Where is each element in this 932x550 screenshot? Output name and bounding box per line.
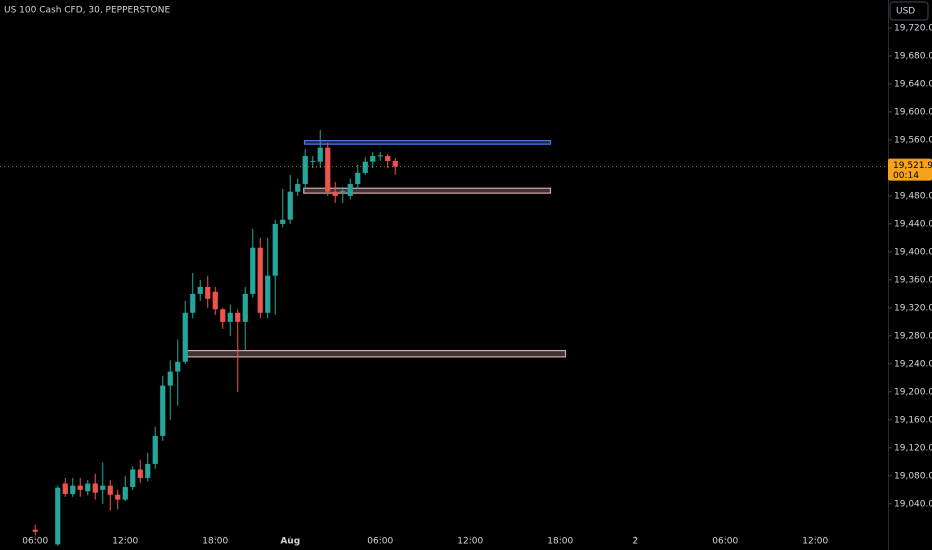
candle-body xyxy=(130,469,136,488)
x-tick-label: 18:00 xyxy=(547,537,573,547)
candle-body xyxy=(55,487,61,545)
candle-body xyxy=(287,191,293,220)
y-tick-label: 19,120.0 xyxy=(894,443,932,453)
chart-title: US 100 Cash CFD, 30, PEPPERSTONE xyxy=(4,6,170,16)
candle-body xyxy=(362,161,368,173)
candle-body xyxy=(392,160,398,167)
candle-body xyxy=(205,286,211,299)
candle-body xyxy=(257,247,263,313)
x-tick-label: 06:00 xyxy=(712,537,738,547)
y-tick-label: 19,240.0 xyxy=(894,359,932,369)
y-tick-label: 19,400.0 xyxy=(894,247,932,257)
x-tick-label: 06:00 xyxy=(367,537,393,547)
candle-body xyxy=(385,156,391,161)
candle-body xyxy=(272,223,278,276)
zone xyxy=(303,187,552,194)
candle-body xyxy=(32,529,38,532)
last-price-box xyxy=(888,158,932,181)
candle-body xyxy=(160,385,166,436)
zone xyxy=(303,140,552,145)
candle-body xyxy=(152,435,158,464)
y-tick-label: 19,640.0 xyxy=(894,79,932,89)
candle-body xyxy=(85,483,91,492)
y-tick-label: 19,560.0 xyxy=(894,135,932,145)
candle-body xyxy=(242,293,248,322)
candle-body xyxy=(197,286,203,294)
y-tick-label: 19,280.0 xyxy=(894,331,932,341)
candle-body xyxy=(280,219,286,224)
candle-body xyxy=(145,463,151,478)
candle-body xyxy=(310,160,316,162)
y-tick-label: 19,600.0 xyxy=(894,107,932,117)
candle-body xyxy=(235,312,241,322)
candle-body xyxy=(100,485,106,490)
y-tick-label: 19,320.0 xyxy=(894,303,932,313)
y-tick-label: 19,360.0 xyxy=(894,275,932,285)
y-tick-label: 19,040.0 xyxy=(894,499,932,509)
candle-body xyxy=(182,312,188,362)
x-tick-label: 18:00 xyxy=(202,537,228,547)
y-tick-label: 19,080.0 xyxy=(894,471,932,481)
candle-body xyxy=(250,247,256,294)
y-tick-label: 19,480.0 xyxy=(894,191,932,201)
candle-body xyxy=(70,485,76,495)
currency-label[interactable]: USD xyxy=(896,7,915,17)
candle-body xyxy=(265,275,271,313)
last-price-label: 19,521.9 xyxy=(893,161,932,171)
candle-body xyxy=(340,191,346,193)
candle-body xyxy=(212,291,218,310)
candle-body xyxy=(325,147,331,192)
candle-body xyxy=(317,147,323,162)
y-tick-label: 19,160.0 xyxy=(894,415,932,425)
candle-body xyxy=(347,184,353,196)
candle-body xyxy=(227,312,233,322)
countdown-label: 00:14 xyxy=(893,171,919,181)
y-tick-label: 19,200.0 xyxy=(894,387,932,397)
candle-body xyxy=(332,191,338,196)
x-tick-label: Aug xyxy=(280,537,300,547)
candle-body xyxy=(167,371,173,386)
candle-body xyxy=(220,309,226,322)
candle-body xyxy=(190,293,196,313)
x-tick-label: 12:00 xyxy=(112,537,138,547)
candle-body xyxy=(92,483,98,493)
candle-body xyxy=(370,156,376,162)
currency-button[interactable] xyxy=(889,1,929,21)
x-tick-label: 2 xyxy=(632,537,638,547)
y-tick-label: 19,440.0 xyxy=(894,219,932,229)
candle-body xyxy=(302,156,308,185)
candle-body xyxy=(107,485,113,495)
y-tick-label: 19,720.0 xyxy=(894,23,932,33)
candle-body xyxy=(377,155,383,157)
x-tick-label: 06:00 xyxy=(22,537,48,547)
zone xyxy=(185,349,567,358)
candle-body xyxy=(115,494,121,500)
candle-body xyxy=(122,487,128,500)
x-tick-label: 12:00 xyxy=(457,537,483,547)
x-tick-label: 12:00 xyxy=(802,537,828,547)
candle-body xyxy=(137,469,143,478)
candle-body xyxy=(62,483,68,495)
candle-body xyxy=(295,184,301,192)
y-tick-label: 19,680.0 xyxy=(894,51,932,61)
candle-body xyxy=(355,172,361,185)
candle-body xyxy=(175,361,181,372)
candle-body xyxy=(77,485,83,490)
